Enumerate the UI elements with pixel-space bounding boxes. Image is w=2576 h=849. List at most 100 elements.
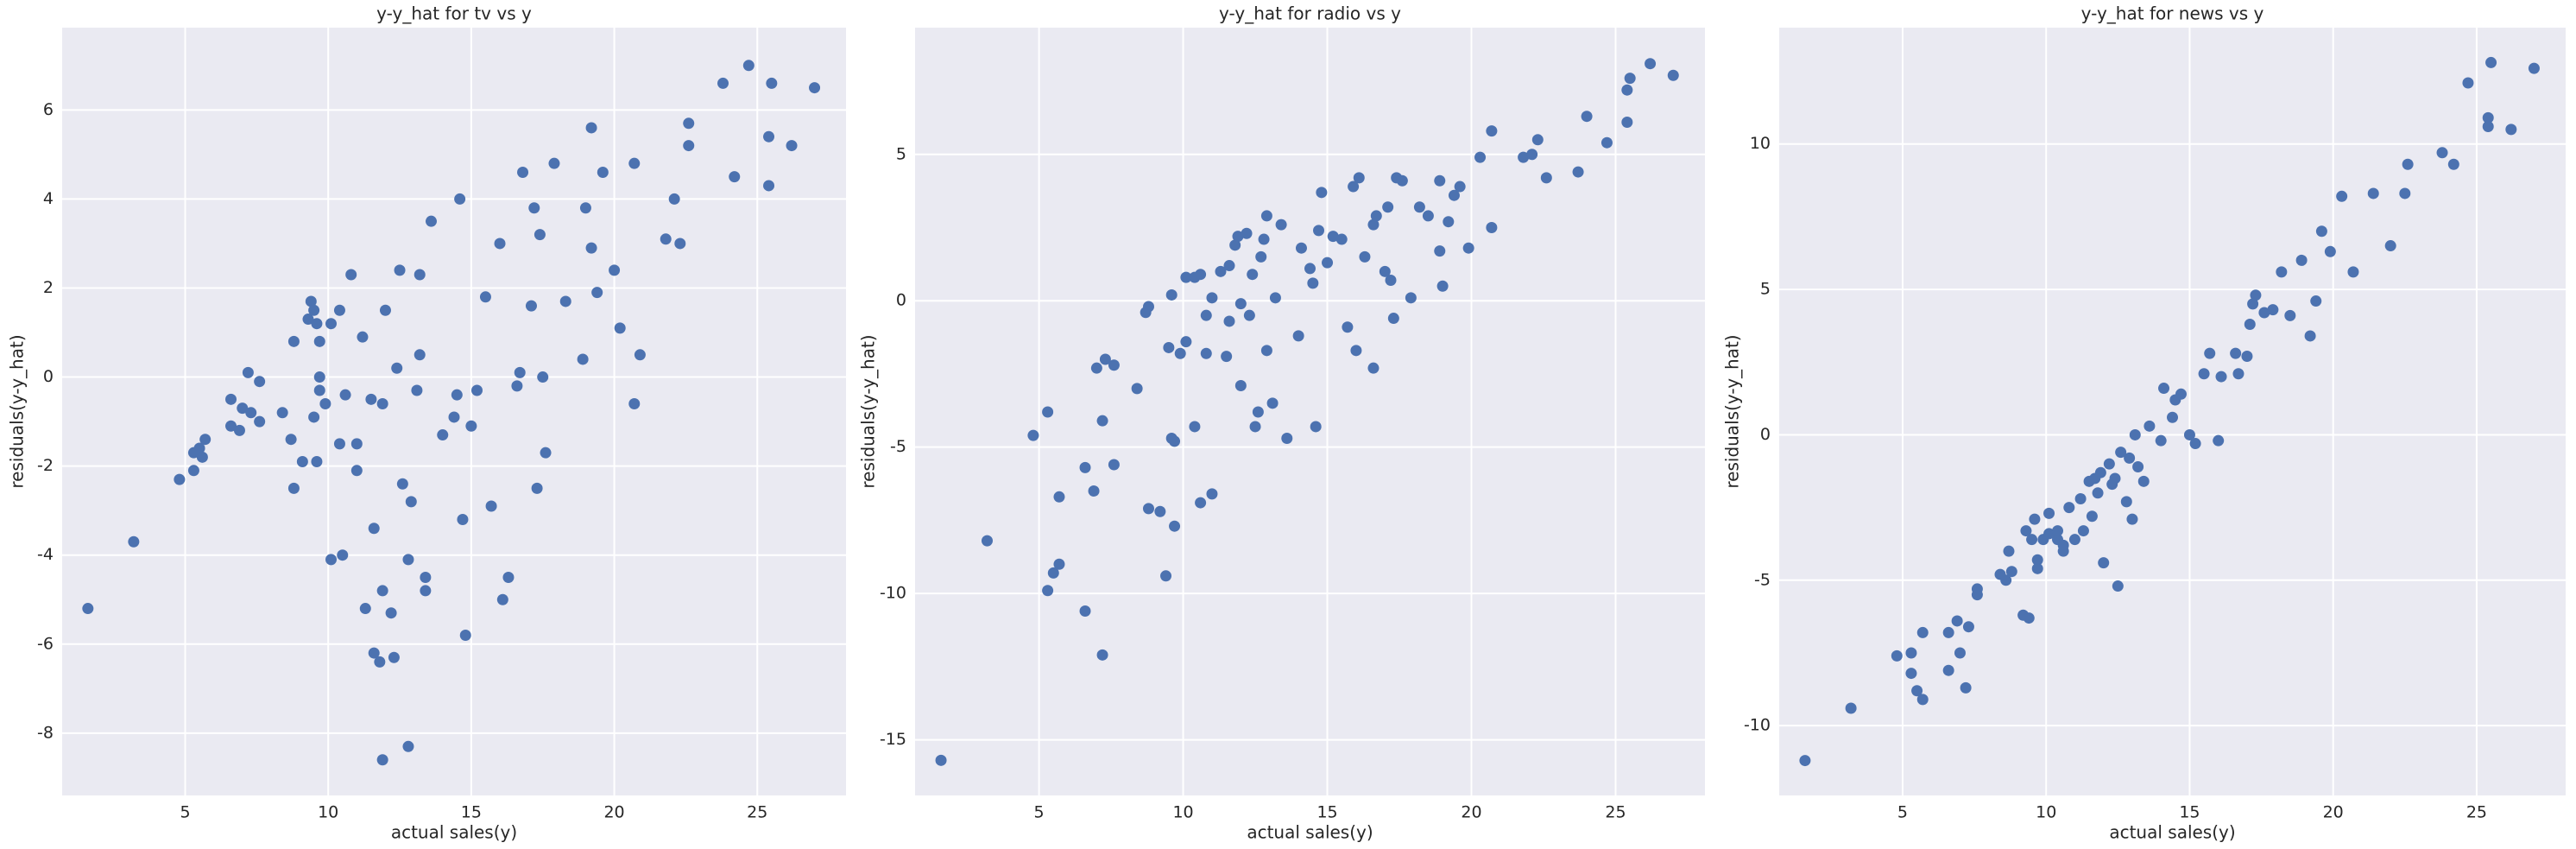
point xyxy=(494,238,506,250)
point xyxy=(1096,415,1108,427)
point xyxy=(1387,313,1399,325)
point xyxy=(2247,298,2259,310)
point xyxy=(2052,525,2064,537)
point xyxy=(537,371,549,383)
point xyxy=(1462,242,1474,254)
point xyxy=(2068,534,2080,546)
point xyxy=(287,482,300,494)
point xyxy=(1916,694,1929,706)
point xyxy=(1436,280,1449,292)
point xyxy=(420,571,432,583)
y-tick-label: -6 xyxy=(37,634,54,653)
point xyxy=(2031,562,2043,574)
point xyxy=(376,585,388,597)
point xyxy=(2077,525,2089,537)
point xyxy=(1667,69,1679,81)
chart-title: y-y_hat for news vs y xyxy=(2081,3,2264,24)
point xyxy=(1307,277,1319,289)
x-tick-label: 5 xyxy=(180,803,190,822)
point xyxy=(2482,120,2494,132)
point xyxy=(1169,435,1181,447)
point xyxy=(1154,505,1166,517)
point xyxy=(337,549,349,561)
point xyxy=(628,397,641,409)
point xyxy=(1572,166,1584,178)
point xyxy=(471,384,483,396)
point xyxy=(1962,621,1974,633)
point xyxy=(2026,534,2038,546)
y-tick-label: -2 xyxy=(37,456,54,475)
point xyxy=(1249,421,1261,433)
point xyxy=(809,82,821,94)
point xyxy=(1474,151,1487,163)
x-axis-label: actual sales(y) xyxy=(1247,822,1373,843)
point xyxy=(1275,219,1287,231)
y-axis-label: residuals(y-y_hat) xyxy=(7,334,28,488)
point xyxy=(2399,187,2411,200)
point xyxy=(368,523,380,535)
point xyxy=(766,77,778,89)
point xyxy=(1486,221,1498,233)
x-tick-label: 25 xyxy=(747,803,767,822)
point xyxy=(350,465,363,477)
point xyxy=(1266,397,1279,409)
point xyxy=(2129,428,2141,440)
point xyxy=(1350,345,1362,357)
point xyxy=(388,651,400,663)
point xyxy=(2315,225,2327,238)
point xyxy=(1434,174,1446,187)
y-tick-label: 0 xyxy=(43,367,54,386)
point xyxy=(196,451,208,463)
point xyxy=(1322,257,1334,269)
point xyxy=(597,166,609,178)
point xyxy=(313,384,325,396)
point xyxy=(1165,288,1178,301)
point xyxy=(425,215,437,227)
point xyxy=(1243,309,1255,321)
point xyxy=(591,287,603,299)
subplot: 5 10 15 20 25 -15 -10 -5 0 5 y-y_hat for radio vs … xyxy=(858,3,1705,843)
point xyxy=(531,482,543,494)
point xyxy=(454,193,466,205)
point xyxy=(305,295,317,307)
point xyxy=(325,554,338,566)
point xyxy=(2109,472,2121,485)
point xyxy=(683,117,695,130)
point xyxy=(1221,351,1233,363)
y-axis-label: residuals(y-y_hat) xyxy=(858,334,879,488)
point xyxy=(2482,111,2494,124)
point xyxy=(242,366,254,378)
point xyxy=(2230,347,2242,359)
point xyxy=(333,304,345,316)
point xyxy=(368,647,380,659)
point xyxy=(1047,567,1059,579)
point xyxy=(1942,664,1954,676)
point xyxy=(225,420,237,432)
point xyxy=(313,371,325,383)
point xyxy=(1951,615,1963,627)
point xyxy=(2092,487,2104,499)
point xyxy=(2402,158,2414,170)
y-tick-label: -10 xyxy=(1744,716,1771,735)
plot-area xyxy=(1779,28,2566,795)
point xyxy=(763,130,775,143)
point xyxy=(1180,271,1192,283)
point xyxy=(2074,493,2087,505)
point xyxy=(742,60,754,72)
point xyxy=(457,513,469,525)
point xyxy=(479,291,491,303)
point xyxy=(1313,225,1325,237)
x-tick-label: 5 xyxy=(1897,803,1908,822)
point xyxy=(1359,250,1371,263)
point xyxy=(1108,359,1120,371)
point xyxy=(1413,201,1425,213)
point xyxy=(1621,116,1633,128)
point xyxy=(514,366,526,378)
y-tick-label: 0 xyxy=(1760,425,1771,444)
point xyxy=(1223,315,1235,327)
point xyxy=(1891,649,1903,662)
point xyxy=(1327,231,1339,243)
point xyxy=(2063,502,2075,514)
point xyxy=(548,157,560,169)
x-tick-label: 10 xyxy=(318,803,338,822)
